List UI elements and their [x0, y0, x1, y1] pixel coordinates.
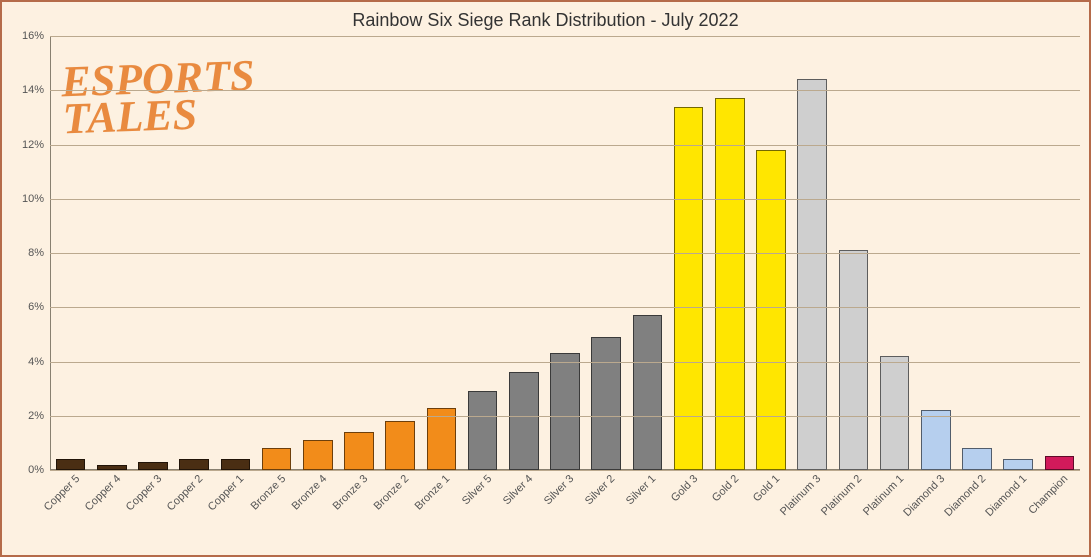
gridline [50, 307, 1080, 308]
bar [921, 410, 951, 470]
y-tick-label: 10% [22, 193, 50, 205]
bar [962, 448, 992, 470]
x-tick-label: Platinum 1 [861, 473, 906, 518]
y-tick-label: 14% [22, 84, 50, 96]
bar [385, 421, 415, 470]
x-tick-label: Copper 1 [206, 473, 246, 513]
gridline [50, 416, 1080, 417]
x-tick-label: Bronze 3 [331, 473, 371, 513]
gridline [50, 470, 1080, 471]
x-tick-label: Copper 5 [41, 473, 81, 513]
x-tick-label: Gold 3 [669, 473, 700, 504]
bar [138, 462, 168, 470]
x-tick-label: Gold 1 [751, 473, 782, 504]
bar [1003, 459, 1033, 470]
x-tick-label: Diamond 2 [942, 473, 988, 519]
x-tick-label: Gold 2 [710, 473, 741, 504]
plot-area: Copper 5Copper 4Copper 3Copper 2Copper 1… [50, 36, 1080, 470]
bar [880, 356, 910, 470]
x-tick-label: Silver 4 [501, 473, 535, 507]
x-tick-label: Silver 3 [542, 473, 576, 507]
y-tick-label: 12% [22, 139, 50, 151]
x-tick-label: Bronze 1 [413, 473, 453, 513]
bar [303, 440, 333, 470]
bar [797, 79, 827, 470]
x-tick-label: Silver 5 [460, 473, 494, 507]
x-tick-label: Diamond 1 [983, 473, 1029, 519]
x-tick-label: Bronze 5 [248, 473, 288, 513]
y-tick-label: 4% [28, 356, 50, 368]
x-tick-label: Bronze 4 [290, 473, 330, 513]
gridline [50, 36, 1080, 37]
x-tick-label: Copper 2 [165, 473, 205, 513]
bar [715, 98, 745, 470]
gridline [50, 90, 1080, 91]
x-tick-label: Silver 2 [583, 473, 617, 507]
bar [1045, 456, 1075, 470]
x-tick-label: Platinum 2 [820, 473, 865, 518]
bar [179, 459, 209, 470]
chart-frame: Rainbow Six Siege Rank Distribution - Ju… [0, 0, 1091, 557]
bar [591, 337, 621, 470]
bar [839, 250, 869, 470]
x-tick-label: Bronze 2 [372, 473, 412, 513]
bar [262, 448, 292, 470]
x-tick-label: Copper 4 [83, 473, 123, 513]
gridline [50, 253, 1080, 254]
gridline [50, 362, 1080, 363]
x-tick-label: Diamond 3 [901, 473, 947, 519]
y-tick-label: 8% [28, 247, 50, 259]
x-tick-label: Silver 1 [624, 473, 658, 507]
y-tick-label: 0% [28, 464, 50, 476]
bar [344, 432, 374, 470]
y-tick-label: 6% [28, 301, 50, 313]
bar [550, 353, 580, 470]
bar [633, 315, 663, 470]
bar [221, 459, 251, 470]
bar [56, 459, 86, 470]
bar [427, 408, 457, 470]
x-tick-label: Platinum 3 [778, 473, 823, 518]
x-tick-label: Champion [1027, 473, 1071, 517]
chart-title: Rainbow Six Siege Rank Distribution - Ju… [2, 10, 1089, 31]
y-tick-label: 2% [28, 410, 50, 422]
gridline [50, 199, 1080, 200]
y-tick-label: 16% [22, 30, 50, 42]
bar [509, 372, 539, 470]
x-tick-label: Copper 3 [124, 473, 164, 513]
gridline [50, 145, 1080, 146]
bar [468, 391, 498, 470]
